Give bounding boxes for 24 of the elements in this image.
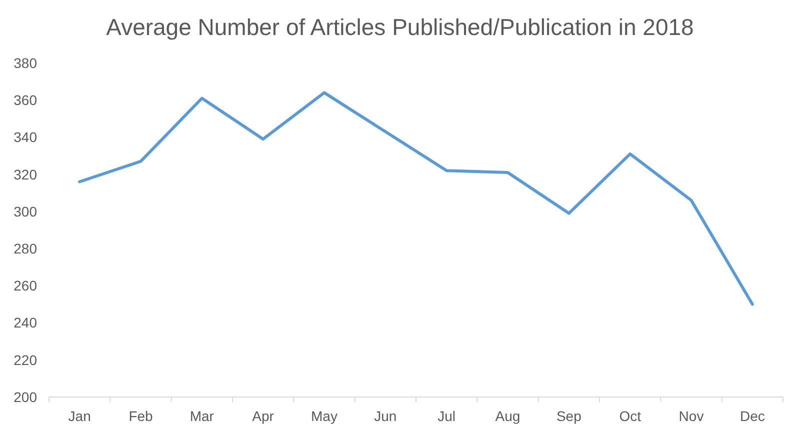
y-tick-label: 320 (14, 166, 38, 182)
x-tick-label: Mar (190, 408, 214, 424)
x-tick-label: Jul (438, 408, 456, 424)
x-tick-label: Jun (374, 408, 397, 424)
y-tick-label: 300 (14, 203, 38, 220)
x-tick-label: Aug (495, 408, 520, 424)
y-tick-label: 240 (14, 314, 38, 331)
x-tick-label: Oct (619, 408, 642, 424)
y-tick-label: 280 (14, 240, 38, 257)
chart-title: Average Number of Articles Published/Publication in 2018 (105, 14, 695, 41)
x-tick-label: Jan (68, 408, 91, 424)
x-tick-label: May (311, 408, 338, 424)
y-tick-label: 260 (14, 278, 38, 294)
x-tick-label: Feb (128, 408, 154, 424)
x-tick-label: Nov (678, 408, 704, 424)
y-tick-label: 220 (14, 352, 38, 368)
y-tick-label: 360 (14, 92, 38, 108)
y-tick-label: 340 (14, 129, 38, 146)
line-series (78, 91, 754, 306)
x-tick-label: Dec (740, 408, 765, 424)
y-tick-label: 200 (14, 388, 38, 405)
x-tick-label: Apr (252, 408, 274, 424)
x-tick-label: Sep (556, 408, 582, 424)
y-tick-label: 380 (14, 54, 38, 71)
